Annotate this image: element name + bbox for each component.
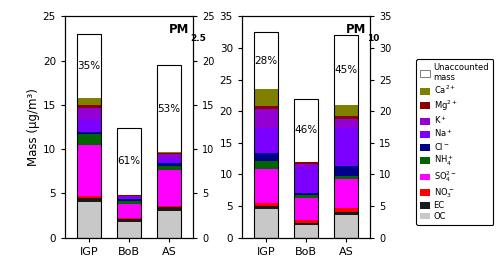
Bar — [254, 106, 278, 109]
Text: 2.5: 2.5 — [190, 34, 206, 43]
Bar — [157, 65, 181, 238]
Bar — [334, 128, 358, 166]
Bar — [157, 211, 181, 238]
Bar — [254, 32, 278, 89]
Bar — [294, 164, 318, 167]
Bar — [254, 153, 278, 161]
Bar — [157, 166, 181, 170]
Bar — [77, 196, 101, 198]
Bar — [254, 128, 278, 153]
Bar — [77, 34, 101, 238]
Text: 45%: 45% — [334, 65, 357, 75]
Text: 35%: 35% — [78, 61, 100, 71]
Bar — [117, 218, 141, 219]
Bar — [117, 128, 141, 195]
Text: 28%: 28% — [254, 56, 278, 66]
Bar — [254, 169, 278, 203]
Bar — [77, 198, 101, 202]
Bar — [294, 198, 318, 220]
Bar — [294, 162, 318, 164]
Bar — [254, 206, 278, 209]
Bar — [117, 222, 141, 238]
Text: 10: 10 — [368, 34, 380, 43]
Bar — [294, 99, 318, 162]
Bar — [157, 158, 181, 163]
Bar — [117, 128, 141, 238]
Bar — [334, 166, 358, 176]
Bar — [77, 98, 101, 105]
Bar — [294, 195, 318, 198]
Bar — [77, 34, 101, 98]
Bar — [254, 89, 278, 106]
Bar — [77, 108, 101, 118]
Text: PM: PM — [346, 23, 366, 36]
Text: 53%: 53% — [158, 103, 180, 114]
Bar — [157, 163, 181, 166]
Bar — [294, 220, 318, 223]
Bar — [117, 204, 141, 218]
Bar — [117, 219, 141, 222]
Bar — [77, 202, 101, 238]
Bar — [334, 105, 358, 115]
Bar — [334, 119, 358, 128]
Bar — [77, 118, 101, 132]
Bar — [117, 196, 141, 197]
Bar — [77, 132, 101, 135]
Bar — [254, 161, 278, 169]
Bar — [77, 135, 101, 145]
Bar — [157, 154, 181, 158]
Y-axis label: Mass (μg/m³): Mass (μg/m³) — [27, 88, 40, 166]
Bar — [157, 65, 181, 152]
Bar — [157, 152, 181, 153]
Bar — [157, 207, 181, 211]
Text: 46%: 46% — [294, 125, 318, 135]
Bar — [334, 212, 358, 215]
Bar — [117, 195, 141, 196]
Bar — [294, 99, 318, 238]
Bar — [334, 176, 358, 179]
Bar — [334, 215, 358, 238]
Bar — [254, 32, 278, 238]
Bar — [334, 115, 358, 119]
Bar — [77, 145, 101, 196]
Bar — [157, 170, 181, 206]
Bar — [157, 153, 181, 154]
Bar — [254, 109, 278, 128]
Bar — [77, 105, 101, 108]
Bar — [294, 167, 318, 193]
Bar — [334, 179, 358, 208]
Bar — [117, 197, 141, 199]
Bar — [334, 208, 358, 212]
Text: PM: PM — [169, 23, 190, 36]
Bar — [157, 206, 181, 207]
Bar — [334, 35, 358, 238]
Bar — [254, 203, 278, 206]
Bar — [294, 223, 318, 225]
Text: 61%: 61% — [118, 156, 141, 167]
Bar — [117, 199, 141, 201]
Bar — [294, 193, 318, 195]
Bar — [254, 209, 278, 238]
Bar — [294, 225, 318, 238]
Legend: Unaccounted
mass, Ca$^{2+}$, Mg$^{2+}$, K$^+$, Na$^+$, Cl$^-$, NH$_4^+$, SO$_4^{: Unaccounted mass, Ca$^{2+}$, Mg$^{2+}$, … — [416, 59, 494, 225]
Bar — [117, 201, 141, 204]
Bar — [334, 35, 358, 105]
